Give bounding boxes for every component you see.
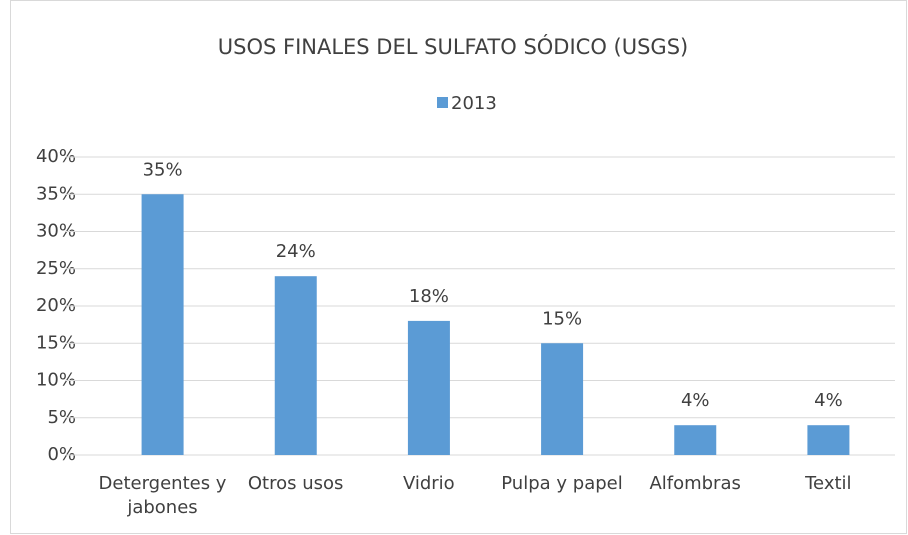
bar	[407, 320, 450, 455]
chart-border	[10, 0, 907, 534]
bar	[674, 425, 717, 455]
y-tick-label: 30%	[36, 221, 76, 242]
legend-label: 2013	[451, 93, 497, 114]
x-tick-label: Pulpa y papel	[501, 473, 623, 494]
bar	[274, 276, 317, 455]
data-label: 15%	[542, 308, 582, 329]
y-tick-label: 15%	[36, 332, 76, 353]
legend-swatch	[437, 97, 448, 108]
y-tick-label: 0%	[47, 444, 76, 465]
x-tick-label: Otros usos	[247, 473, 344, 494]
data-label: 18%	[409, 286, 449, 307]
y-tick-label: 5%	[47, 407, 76, 428]
chart-title: USOS FINALES DEL SULFATO SÓDICO (USGS)	[218, 34, 688, 59]
data-label: 35%	[143, 159, 183, 180]
bar	[541, 343, 584, 455]
y-tick-label: 40%	[36, 146, 76, 167]
data-label: 4%	[681, 390, 710, 411]
x-tick-label: Alfombras	[649, 473, 741, 494]
data-label: 24%	[276, 241, 316, 262]
y-tick-label: 25%	[36, 258, 76, 279]
y-tick-label: 35%	[36, 183, 76, 204]
x-tick-label: Detergentes y jabones	[98, 473, 227, 518]
x-tick-label: Textil	[805, 473, 852, 494]
y-tick-label: 10%	[36, 370, 76, 391]
x-tick-label: Vidrio	[402, 473, 455, 494]
bar	[807, 425, 850, 455]
bar	[141, 194, 184, 455]
data-label: 4%	[814, 390, 843, 411]
y-tick-label: 20%	[36, 295, 76, 316]
